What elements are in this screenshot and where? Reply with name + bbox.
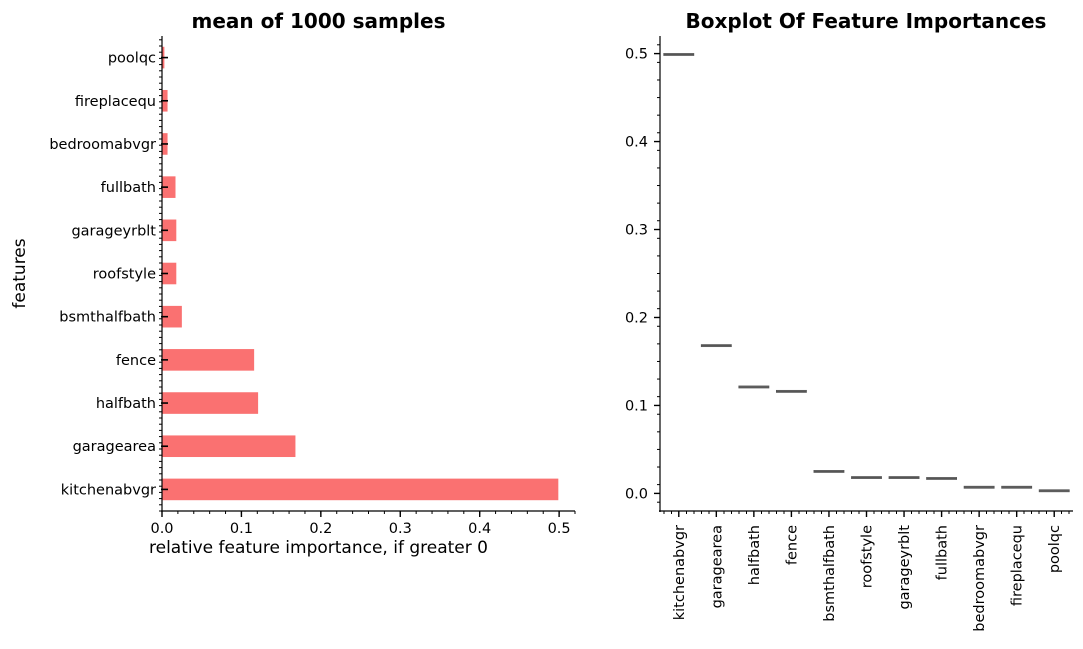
y-tick-label: roofstyle [93, 267, 156, 283]
y-tick-label: 0.1 [625, 398, 648, 414]
bar [162, 176, 176, 198]
bar [162, 305, 182, 328]
y-tick-label: halfbath [96, 396, 156, 412]
y-tick-label: 0.4 [625, 135, 648, 151]
bar [162, 219, 177, 242]
bar-chart-x-axis-label: relative feature importance, if greater … [149, 538, 488, 558]
bar [162, 262, 177, 285]
bar-chart-bars [162, 46, 559, 501]
x-tick-label: 0.4 [468, 521, 491, 537]
y-tick-label: garageyrblt [71, 223, 156, 239]
bar [162, 349, 255, 371]
y-tick-label: 0.3 [625, 223, 648, 239]
x-tick-label: fence [784, 525, 800, 565]
y-tick-label: garagearea [73, 439, 156, 455]
y-tick-label: 0.5 [625, 47, 648, 63]
x-tick-label: 0.3 [389, 521, 412, 537]
bar-chart-axes: kitchenabvgr garagearea halfbath fence bsmth… [49, 36, 576, 537]
x-tick-label: fullbath [935, 525, 951, 580]
bar [162, 478, 559, 501]
bar [162, 435, 296, 458]
y-tick-label: fireplacequ [75, 94, 156, 110]
x-tick-label: garageyrblt [897, 525, 913, 610]
boxplot-axes: 0.0 0.1 0.2 0.3 0.4 0.5 kitchenabvgr garagearea… [625, 36, 1073, 632]
y-tick-label: 0.2 [625, 310, 648, 326]
y-tick-label: kitchenabvgr [61, 482, 156, 498]
x-tick-label: halfbath [747, 525, 763, 585]
y-tick-label: fullbath [101, 180, 156, 196]
x-tick-label: bedroomabvgr [972, 525, 988, 632]
x-tick-label: 0.1 [230, 521, 253, 537]
boxplot-title: Boxplot Of Feature Importances [686, 9, 1047, 33]
bar-chart-title: mean of 1000 samples [191, 9, 445, 33]
x-tick-label: 0.2 [309, 521, 332, 537]
boxplot-boxes [663, 53, 1070, 493]
y-tick-label: 0.0 [625, 486, 648, 502]
boxplot-panel: Boxplot Of Feature Importances 0.0 0.1 0.2… [625, 9, 1073, 632]
x-tick-label: 0.5 [548, 521, 571, 537]
bar-chart-panel: mean of 1000 samples relative feature im… [10, 9, 576, 558]
y-tick-label: poolqc [108, 51, 156, 67]
bar-chart-y-axis-label: features [10, 238, 30, 308]
y-tick-label: bsmthalfbath [59, 310, 156, 326]
x-tick-label: roofstyle [860, 525, 876, 588]
bar [162, 392, 259, 414]
y-tick-label: fence [116, 353, 156, 369]
x-tick-label: bsmthalfbath [822, 525, 838, 622]
x-tick-label: fireplacequ [1010, 525, 1026, 606]
x-tick-label: kitchenabvgr [672, 525, 688, 620]
y-tick-label: bedroomabvgr [49, 137, 156, 153]
x-tick-label: garagearea [709, 525, 725, 608]
x-tick-label: poolqc [1047, 525, 1063, 573]
x-tick-label: 0.0 [150, 521, 173, 537]
